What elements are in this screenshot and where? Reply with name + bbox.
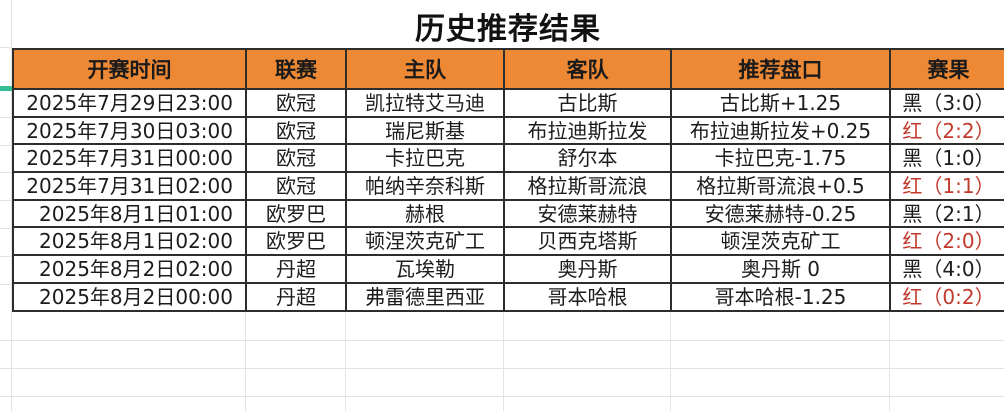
table-row: 2025年7月30日03:00 欧冠 瑞尼斯基 布拉迪斯拉发 布拉迪斯拉发+0.… (12, 115, 1004, 146)
gridline-vertical (345, 312, 346, 411)
gridline-vertical (245, 312, 246, 411)
gridline-strip (0, 284, 12, 285)
table-row: 2025年7月31日00:00 欧冠 卡拉巴克 舒尔本 卡拉巴克-1.75 黑（… (12, 143, 1004, 174)
cell-result[interactable]: 红（2:0） (889, 226, 1004, 257)
cell-home[interactable]: 瑞尼斯基 (345, 115, 505, 146)
column-header-handicap[interactable]: 推荐盘口 (670, 48, 891, 90)
cell-league[interactable]: 丹超 (245, 281, 347, 312)
cell-home[interactable]: 瓦埃勒 (345, 254, 505, 284)
cell-away[interactable]: 古比斯 (503, 88, 672, 118)
cell-home[interactable]: 赫根 (345, 198, 505, 229)
gridline-strip (0, 172, 12, 173)
cell-league[interactable]: 欧冠 (245, 143, 347, 174)
gridline-horizontal (0, 340, 1004, 341)
gridline-strip (0, 256, 12, 257)
cell-league[interactable]: 欧冠 (245, 115, 347, 146)
gridline-vertical (889, 312, 890, 411)
column-header-result[interactable]: 赛果 (889, 48, 1004, 90)
table-row: 2025年7月29日23:00 欧冠 凯拉特艾马迪 古比斯 古比斯+1.25 黑… (12, 88, 1004, 118)
cell-kickoff-time[interactable]: 2025年8月1日02:00 (12, 226, 247, 257)
table-row: 2025年8月1日01:00 欧罗巴 赫根 安德莱赫特 安德莱赫特-0.25 黑… (12, 198, 1004, 229)
cell-handicap[interactable]: 古比斯+1.25 (670, 88, 891, 118)
cell-result[interactable]: 黑（3:0） (889, 88, 1004, 118)
table-row: 2025年7月31日02:00 欧冠 帕纳辛奈科斯 格拉斯哥流浪 格拉斯哥流浪+… (12, 171, 1004, 201)
column-header-league[interactable]: 联赛 (245, 48, 347, 90)
cell-league[interactable]: 欧冠 (245, 171, 347, 201)
gridline-strip (0, 200, 12, 201)
cell-home[interactable]: 顿涅茨克矿工 (345, 226, 505, 257)
gridline-strip (0, 145, 12, 146)
cell-kickoff-time[interactable]: 2025年7月31日02:00 (12, 171, 247, 201)
column-header-away-team[interactable]: 客队 (503, 48, 672, 90)
cell-result[interactable]: 红（1:1） (889, 171, 1004, 201)
cell-handicap[interactable]: 奥丹斯 0 (670, 254, 891, 284)
cell-handicap[interactable]: 布拉迪斯拉发+0.25 (670, 115, 891, 146)
column-header-kickoff-time[interactable]: 开赛时间 (12, 48, 247, 90)
cell-away[interactable]: 贝西克塔斯 (503, 226, 672, 257)
gridline-vertical (670, 312, 671, 411)
cell-kickoff-time[interactable]: 2025年8月2日00:00 (12, 281, 247, 312)
cell-away[interactable]: 舒尔本 (503, 143, 672, 174)
cell-result[interactable]: 红（2:2） (889, 115, 1004, 146)
gridline-horizontal (0, 368, 1004, 369)
cell-league[interactable]: 欧冠 (245, 88, 347, 118)
cell-result[interactable]: 黑（1:0） (889, 143, 1004, 174)
cell-kickoff-time[interactable]: 2025年8月1日01:00 (12, 198, 247, 229)
table-row: 2025年8月1日02:00 欧罗巴 顿涅茨克矿工 贝西克塔斯 顿涅茨克矿工 红… (12, 226, 1004, 257)
gridline-strip (0, 228, 12, 229)
table-row: 2025年8月2日00:00 丹超 弗雷德里西亚 哥本哈根 哥本哈根-1.25 … (12, 281, 1004, 312)
cell-result[interactable]: 黑（4:0） (889, 254, 1004, 284)
history-table: 开赛时间 联赛 主队 客队 推荐盘口 赛果 2025年7月29日23:00 欧冠… (12, 48, 1004, 312)
column-header-home-team[interactable]: 主队 (345, 48, 505, 90)
cell-result[interactable]: 黑（2:1） (889, 198, 1004, 229)
cell-handicap[interactable]: 哥本哈根-1.25 (670, 281, 891, 312)
cell-home[interactable]: 凯拉特艾马迪 (345, 88, 505, 118)
cell-handicap[interactable]: 安德莱赫特-0.25 (670, 198, 891, 229)
cell-league[interactable]: 欧罗巴 (245, 226, 347, 257)
cell-kickoff-time[interactable]: 2025年7月30日03:00 (12, 115, 247, 146)
cell-away[interactable]: 格拉斯哥流浪 (503, 171, 672, 201)
cell-kickoff-time[interactable]: 2025年7月31日00:00 (12, 143, 247, 174)
cell-home[interactable]: 卡拉巴克 (345, 143, 505, 174)
cell-result[interactable]: 红（0:2） (889, 281, 1004, 312)
cell-home[interactable]: 帕纳辛奈科斯 (345, 171, 505, 201)
cell-kickoff-time[interactable]: 2025年8月2日02:00 (12, 254, 247, 284)
cell-away[interactable]: 哥本哈根 (503, 281, 672, 312)
cell-handicap[interactable]: 格拉斯哥流浪+0.5 (670, 171, 891, 201)
cell-away[interactable]: 安德莱赫特 (503, 198, 672, 229)
cell-league[interactable]: 欧罗巴 (245, 198, 347, 229)
gridline-strip (0, 117, 12, 118)
table-row: 2025年8月2日02:00 丹超 瓦埃勒 奥丹斯 奥丹斯 0 黑（4:0） (12, 254, 1004, 284)
cell-handicap[interactable]: 卡拉巴克-1.75 (670, 143, 891, 174)
cell-away[interactable]: 布拉迪斯拉发 (503, 115, 672, 146)
gridline-strip (0, 47, 12, 48)
sheet-row-marker (0, 86, 12, 91)
gridline-left-column (11, 0, 12, 411)
cell-home[interactable]: 弗雷德里西亚 (345, 281, 505, 312)
gridline-horizontal (0, 396, 1004, 397)
page-title[interactable]: 历史推荐结果 (415, 12, 601, 47)
cell-handicap[interactable]: 顿涅茨克矿工 (670, 226, 891, 257)
cell-kickoff-time[interactable]: 2025年7月29日23:00 (12, 88, 247, 118)
cell-league[interactable]: 丹超 (245, 254, 347, 284)
header-row: 开赛时间 联赛 主队 客队 推荐盘口 赛果 (12, 48, 1004, 90)
cell-away[interactable]: 奥丹斯 (503, 254, 672, 284)
gridline-vertical (503, 312, 504, 411)
